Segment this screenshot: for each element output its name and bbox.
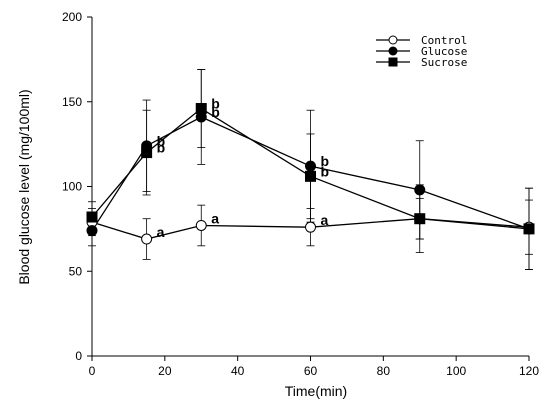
legend-marker: [388, 35, 398, 45]
x-tick-label: 120: [519, 364, 539, 378]
data-point: [305, 221, 316, 233]
y-tick-label: 50: [69, 264, 83, 278]
annotation-label: b: [157, 140, 166, 156]
x-tick-label: 20: [158, 364, 172, 378]
x-tick-label: 100: [446, 364, 466, 378]
data-point: [86, 225, 98, 237]
annotation-label: b: [321, 153, 330, 169]
legend-label: Control: [421, 34, 467, 47]
data-point: [86, 211, 98, 223]
y-tick-label: 150: [62, 95, 82, 109]
y-tick-label: 200: [62, 10, 82, 24]
annotation-label: b: [211, 96, 220, 112]
annotation-label: b: [321, 163, 330, 179]
data-point: [195, 219, 207, 231]
data-point: [305, 170, 316, 182]
x-tick-label: 60: [304, 364, 318, 378]
x-tick-label: 80: [377, 364, 391, 378]
series-line: [91, 116, 530, 231]
y-axis-title: Blood glucose level (mg/100ml): [16, 89, 32, 284]
annotation-label: b: [157, 133, 166, 149]
legend-label: Glucose: [421, 45, 467, 58]
series-markers: [86, 103, 535, 245]
y-tick-label: 0: [75, 349, 82, 363]
annotation-label: b: [211, 104, 220, 120]
data-point: [141, 147, 153, 159]
data-point: [195, 103, 207, 115]
data-point: [414, 213, 426, 225]
data-point: [141, 233, 153, 245]
data-point: [523, 223, 535, 235]
annotation-label: a: [211, 210, 219, 226]
y-tick-label: 100: [62, 180, 82, 194]
annotation-label: a: [157, 224, 165, 240]
legend-marker: [388, 46, 398, 56]
legend-label: Sucrose: [421, 56, 467, 69]
data-point: [305, 160, 316, 172]
annotation-label: a: [321, 212, 329, 228]
x-axis-title: Time(min): [285, 383, 347, 399]
legend-marker: [388, 57, 398, 67]
series-lines: [91, 107, 530, 240]
x-tick-label: 0: [89, 364, 96, 378]
series-line: [91, 107, 530, 230]
data-point: [414, 184, 426, 196]
data-point: [195, 111, 207, 123]
x-tick-label: 40: [231, 364, 245, 378]
axes: 0 50 100 150 200 0 20 40 60 80 100 120: [62, 10, 539, 378]
